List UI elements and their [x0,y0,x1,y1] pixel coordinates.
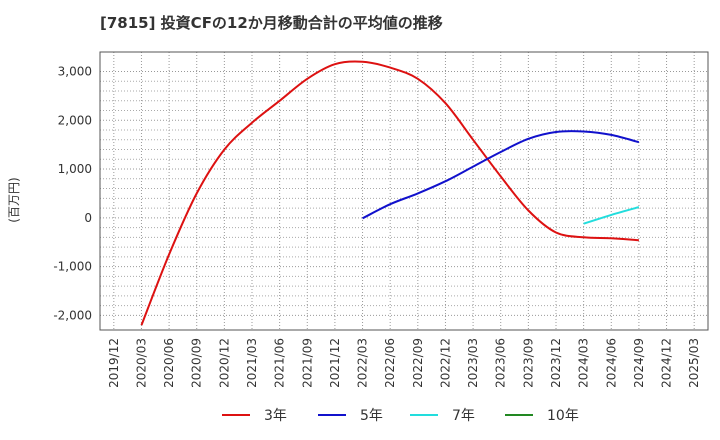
x-tick-label: 2021/06 [273,338,287,388]
y-tick-label: 1,000 [58,162,92,176]
y-axis-label: (百万円) [7,177,21,222]
series-line-7年 [583,206,640,225]
x-tick-label: 2021/03 [245,338,259,388]
y-tick-label: -1,000 [53,260,92,274]
x-tick-label: 2020/09 [190,338,204,388]
x-tick-label: 2022/09 [411,338,425,388]
x-tick-label: 2020/03 [134,338,148,388]
y-tick-label: 3,000 [58,65,92,79]
x-tick-label: 2024/06 [604,338,618,388]
series-line-3年 [140,60,639,326]
x-tick-label: 2023/03 [466,338,480,388]
x-tick-label: 2020/06 [162,338,176,388]
series-line-5年 [362,130,640,220]
x-tick-label: 2020/12 [217,338,231,388]
legend: 3年 5年 7年 10年 [222,408,579,424]
legend-label: 3年 [264,408,287,424]
x-tick-label: 2023/09 [521,338,535,388]
x-tick-label: 2025/03 [687,338,701,388]
x-tick-label: 2019/12 [107,338,121,388]
x-tick-label: 2021/12 [328,338,342,388]
x-tick-label: 2022/12 [438,338,452,388]
chart-title: [7815] 投資CFの12か月移動合計の平均値の推移 [100,14,443,32]
x-tick-label: 2023/06 [494,338,508,388]
x-tick-label: 2024/12 [660,338,674,388]
x-tick-label: 2024/03 [577,338,591,388]
x-tick-label: 2022/03 [356,338,370,388]
x-tick-label: 2022/06 [383,338,397,388]
legend-label: 5年 [360,408,383,424]
y-tick-label: -2,000 [53,308,92,322]
y-tick-label: 2,000 [58,113,92,127]
legend-label: 10年 [547,408,579,424]
legend-label: 7年 [452,408,475,424]
x-tick-label: 2024/09 [632,338,646,388]
y-tick-label: 0 [84,211,92,225]
x-tick-label: 2023/12 [549,338,563,388]
plot-background [100,52,708,330]
plot-frame [99,51,709,331]
plot-area: -2,000 -1,000 0 1,000 2,000 3,000 2019/12 2020/… [53,51,709,388]
x-tick-label: 2021/09 [300,338,314,388]
